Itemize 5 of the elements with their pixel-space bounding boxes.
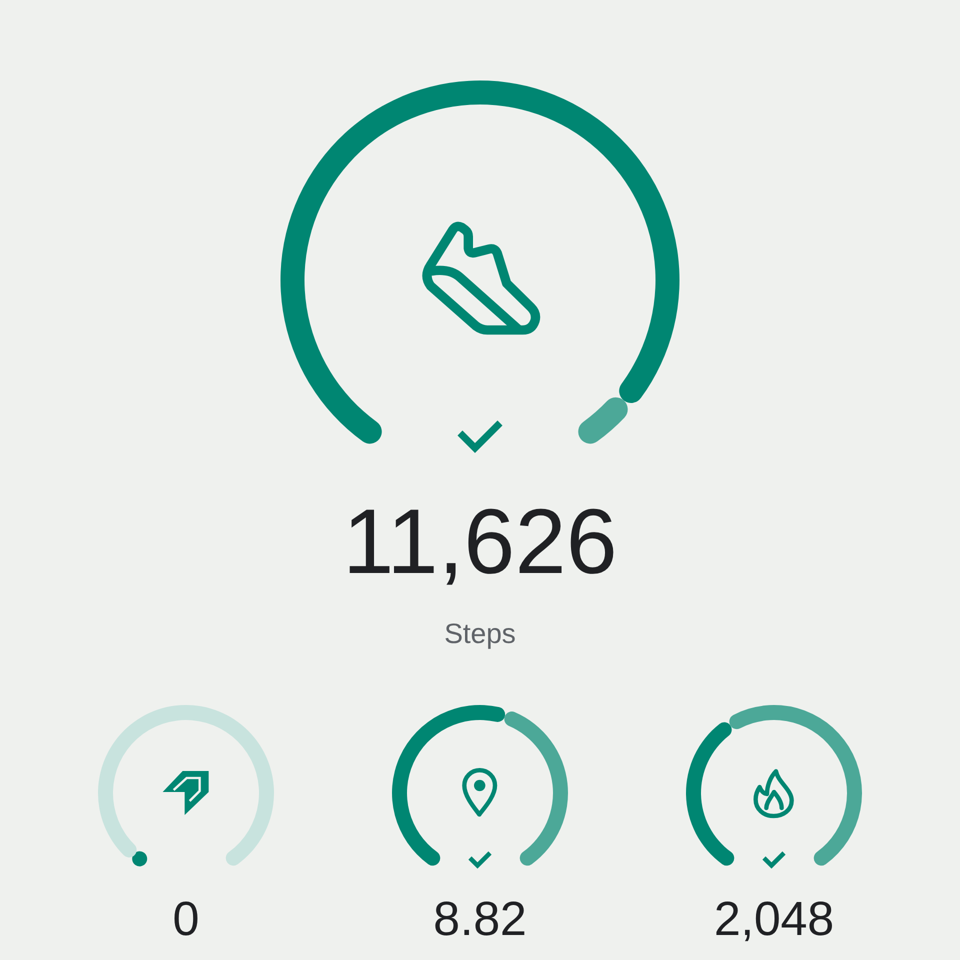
text: Steps	[444, 618, 516, 649]
text: 2,048	[714, 893, 834, 946]
text: 11,626	[342, 491, 618, 593]
text: 8.82	[433, 893, 527, 946]
text: 0	[172, 893, 200, 946]
